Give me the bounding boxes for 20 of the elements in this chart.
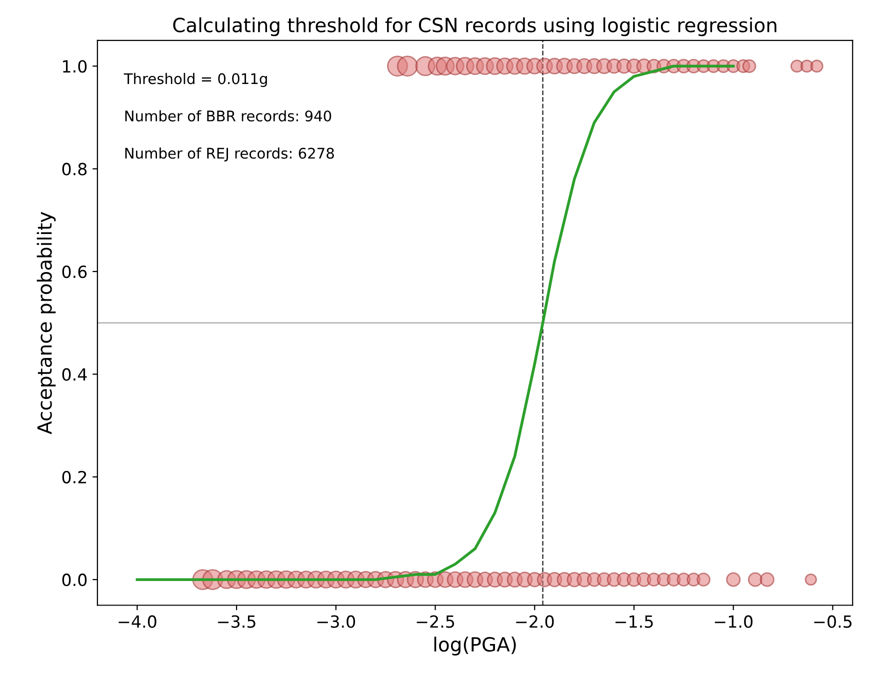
- annotation: Number of BBR records: 940: [125, 110, 332, 122]
- x-tick-label: −4.0: [118, 615, 156, 628]
- x-tick-label: −3.0: [317, 615, 356, 628]
- x-tick-label: −1.0: [714, 615, 752, 628]
- y-tick-label: 0.0: [62, 574, 87, 586]
- y-tick-label: 0.2: [62, 470, 86, 484]
- x-tick-label: −2.5: [416, 615, 454, 628]
- y-tick-label: 0.8: [62, 162, 87, 176]
- x-tick-label: −3.5: [218, 615, 256, 628]
- x-tick-label: −0.5: [814, 615, 852, 628]
- x-tick-label: −2.0: [516, 615, 554, 628]
- annotation: Threshold = 0.011g: [124, 72, 267, 88]
- x-axis-title: log(PGA): [434, 636, 516, 656]
- annotation: Number of REJ records: 6278: [125, 147, 334, 162]
- y-tick-label: 0.6: [62, 265, 87, 278]
- y-axis-title: Acceptance probability: [36, 212, 56, 434]
- y-tick-label: 0.4: [62, 368, 87, 381]
- y-tick-label: 1.0: [63, 60, 87, 73]
- chart-title: Calculating threshold for CSN records using logistic regression: [173, 17, 776, 36]
- x-tick-label: −1.5: [616, 615, 653, 628]
